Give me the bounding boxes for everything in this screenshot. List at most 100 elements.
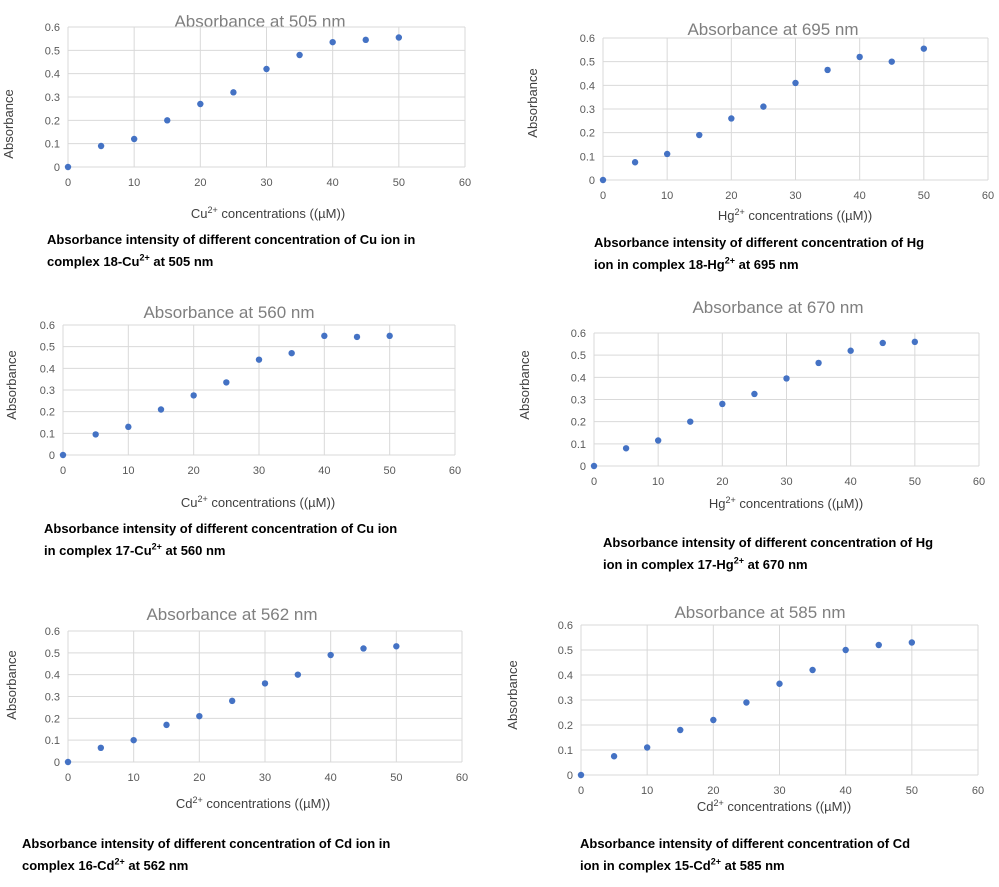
data-point <box>255 356 263 363</box>
data-point <box>59 451 67 459</box>
data-points <box>599 45 928 184</box>
y-tick-label: 0.5 <box>40 342 55 354</box>
gridlines <box>580 624 979 776</box>
y-tick-label: 0.6 <box>571 328 586 340</box>
chart-695nm: Absorbance at 695 nm 0 0.1 0.2 0.3 0.4 0.5 0.6… <box>525 20 994 223</box>
y-tick-label: 0 <box>54 757 60 769</box>
y-tick-labels: 0 0.1 0.2 0.3 0.4 0.5 0.6 <box>580 33 595 187</box>
y-tick-label: 0.3 <box>45 92 60 104</box>
gridlines <box>67 26 466 168</box>
x-axis-label: Cd2+ concentrations ((µM)) <box>176 795 330 811</box>
y-tick-label: 0.1 <box>45 139 60 151</box>
data-point <box>842 646 849 654</box>
data-point <box>362 36 369 44</box>
data-point <box>97 142 105 150</box>
chart-title: Absorbance at 670 nm <box>692 298 863 317</box>
data-points <box>64 34 403 171</box>
x-tick-label: 30 <box>789 190 801 202</box>
y-tick-label: 0 <box>49 450 55 462</box>
chart-562nm: Absorbance at 562 nm 0 0.1 0.2 0.3 0.4 0.5 0.6… <box>4 605 468 811</box>
data-point <box>130 736 137 744</box>
chart-585nm: Absorbance at 585 nm 0 0.1 0.2 0.3 0.4 0.5 0.6… <box>505 603 984 814</box>
data-point <box>157 406 165 413</box>
x-tick-labels: 0 10 20 30 40 50 60 <box>591 476 985 488</box>
data-point <box>395 34 403 41</box>
y-tick-label: 0.6 <box>40 320 55 332</box>
x-tick-label: 50 <box>906 785 918 797</box>
figure-caption: Absorbance intensity of different concen… <box>603 535 934 572</box>
data-point <box>631 159 639 166</box>
x-tick-label: 20 <box>193 772 205 784</box>
data-point <box>329 38 336 46</box>
data-point <box>710 716 717 724</box>
data-points <box>59 332 393 459</box>
chart-title: Absorbance at 562 nm <box>146 605 317 624</box>
x-tick-label: 0 <box>591 476 597 488</box>
y-tick-label: 0.2 <box>571 417 586 429</box>
data-point <box>393 643 400 650</box>
data-point <box>847 347 854 354</box>
y-tick-label: 0.6 <box>558 620 573 632</box>
figure-caption: Absorbance intensity of different concen… <box>580 836 911 873</box>
y-axis-label: Absorbance <box>4 650 19 719</box>
data-point <box>743 699 750 706</box>
data-point <box>327 651 334 659</box>
x-tick-label: 0 <box>65 772 71 784</box>
x-tick-label: 20 <box>194 177 206 189</box>
x-axis-label: Hg2+ concentrations ((µM)) <box>718 207 872 223</box>
y-axis-label: Absorbance <box>517 350 532 419</box>
data-point <box>190 392 197 399</box>
x-tick-label: 50 <box>390 772 402 784</box>
chart-560nm: Absorbance at 560 nm 0 0.1 0.2 0.3 0.4 0.5 0.6… <box>4 303 461 510</box>
y-tick-label: 0.5 <box>571 350 586 362</box>
x-tick-label: 60 <box>982 190 994 202</box>
data-point <box>622 445 630 452</box>
y-tick-labels: 0 0.1 0.2 0.3 0.4 0.5 0.6 <box>45 22 60 174</box>
data-point <box>130 135 138 143</box>
y-tick-label: 0.1 <box>40 428 55 440</box>
y-tick-label: 0.2 <box>40 407 55 419</box>
x-tick-label: 30 <box>260 177 272 189</box>
y-axis-label: Absorbance <box>1 89 16 158</box>
y-tick-label: 0.3 <box>571 395 586 407</box>
y-tick-label: 0.2 <box>580 128 595 140</box>
x-tick-labels: 0 10 20 30 40 50 60 <box>65 177 471 189</box>
figure-caption: Absorbance intensity of different concen… <box>22 836 391 873</box>
y-tick-label: 0.4 <box>45 670 60 682</box>
y-tick-label: 0.3 <box>45 692 60 704</box>
x-tick-labels: 0 10 20 30 40 50 60 <box>600 190 994 202</box>
data-point <box>677 726 684 734</box>
data-point <box>125 423 132 431</box>
x-axis-label: Cu2+ concentrations ((µM)) <box>181 494 335 510</box>
data-point <box>728 115 735 122</box>
data-point <box>590 462 598 470</box>
y-tick-label: 0.1 <box>571 439 586 451</box>
data-point <box>294 671 302 678</box>
y-tick-label: 0.6 <box>45 22 60 34</box>
y-tick-label: 0.4 <box>40 363 55 375</box>
data-point <box>164 117 171 124</box>
y-tick-label: 0.5 <box>580 57 595 69</box>
data-point <box>261 680 269 687</box>
data-point <box>687 418 694 425</box>
y-tick-label: 0.2 <box>45 115 60 127</box>
x-tick-label: 30 <box>253 465 265 477</box>
x-tick-label: 50 <box>918 190 930 202</box>
x-tick-label: 10 <box>661 190 673 202</box>
y-tick-label: 0 <box>589 175 595 187</box>
x-tick-label: 50 <box>909 476 921 488</box>
x-tick-label: 40 <box>327 177 339 189</box>
data-point <box>64 758 72 766</box>
y-tick-label: 0.2 <box>45 713 60 725</box>
data-point <box>654 437 662 444</box>
figure-caption: Absorbance intensity of different concen… <box>47 232 416 269</box>
y-tick-label: 0.1 <box>558 745 573 757</box>
x-tick-label: 30 <box>780 476 792 488</box>
y-tick-label: 0.4 <box>580 80 595 92</box>
y-tick-label: 0.6 <box>580 33 595 45</box>
gridlines <box>62 324 456 456</box>
data-point <box>288 349 295 357</box>
x-axis-label: Cu2+ concentrations ((µM)) <box>191 205 345 221</box>
data-point <box>792 79 799 87</box>
x-tick-label: 40 <box>318 465 330 477</box>
